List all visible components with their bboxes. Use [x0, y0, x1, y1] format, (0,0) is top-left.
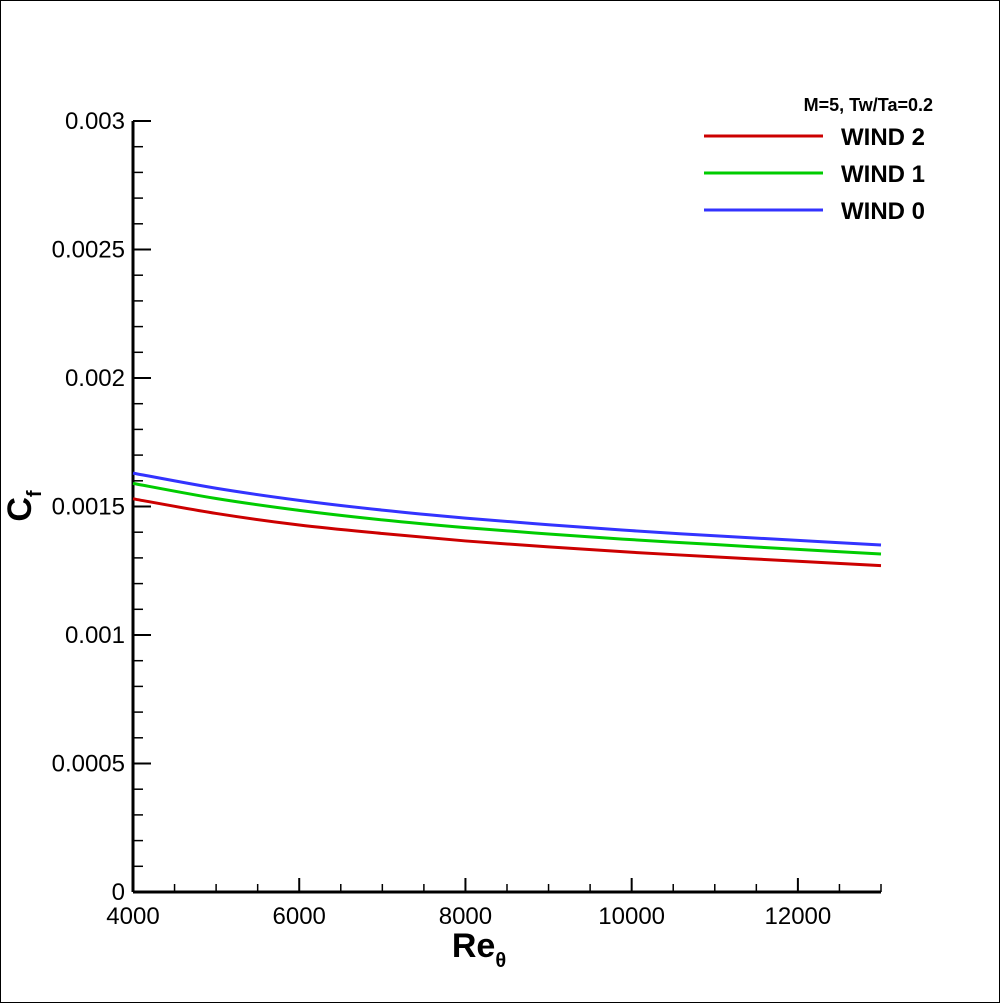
axes — [131, 121, 881, 894]
legend-title: M=5, Tw/Ta=0.2 — [804, 95, 933, 115]
x-tick-label: 10000 — [598, 903, 665, 930]
y-tick-label: 0 — [112, 879, 125, 906]
x-axis-title: Reθ — [452, 927, 506, 972]
x-tick-label: 6000 — [273, 903, 326, 930]
x-tick-label: 12000 — [765, 903, 832, 930]
y-axis-title-group: Cf — [1, 490, 46, 522]
series-lines — [132, 471, 882, 568]
y-tick-label: 0.0025 — [52, 237, 125, 264]
series-line-wind-1 — [132, 481, 882, 556]
series-line-wind-0 — [132, 471, 882, 547]
x-tick-label: 8000 — [439, 903, 492, 930]
y-tick-label: 0.0005 — [52, 751, 125, 778]
y-ticks: 0 0.0005 0.001 0.0015 0.002 0.0025 0.003 — [52, 108, 151, 906]
x-tick-label: 4000 — [106, 903, 159, 930]
y-axis-title: Cf — [1, 490, 46, 522]
legend-label-wind-2: WIND 2 — [841, 124, 925, 151]
y-tick-label: 0.002 — [65, 365, 125, 392]
legend: WIND 2 WIND 1 WIND 0 — [704, 124, 925, 225]
y-tick-label: 0.001 — [65, 622, 125, 649]
y-tick-label: 0.0015 — [52, 494, 125, 521]
legend-label-wind-0: WIND 0 — [841, 198, 925, 225]
legend-label-wind-1: WIND 1 — [841, 161, 925, 188]
y-tick-label: 0.003 — [65, 108, 125, 135]
series-line-wind-2 — [132, 497, 882, 568]
x-ticks: 4000 6000 8000 10000 12000 — [106, 878, 882, 930]
